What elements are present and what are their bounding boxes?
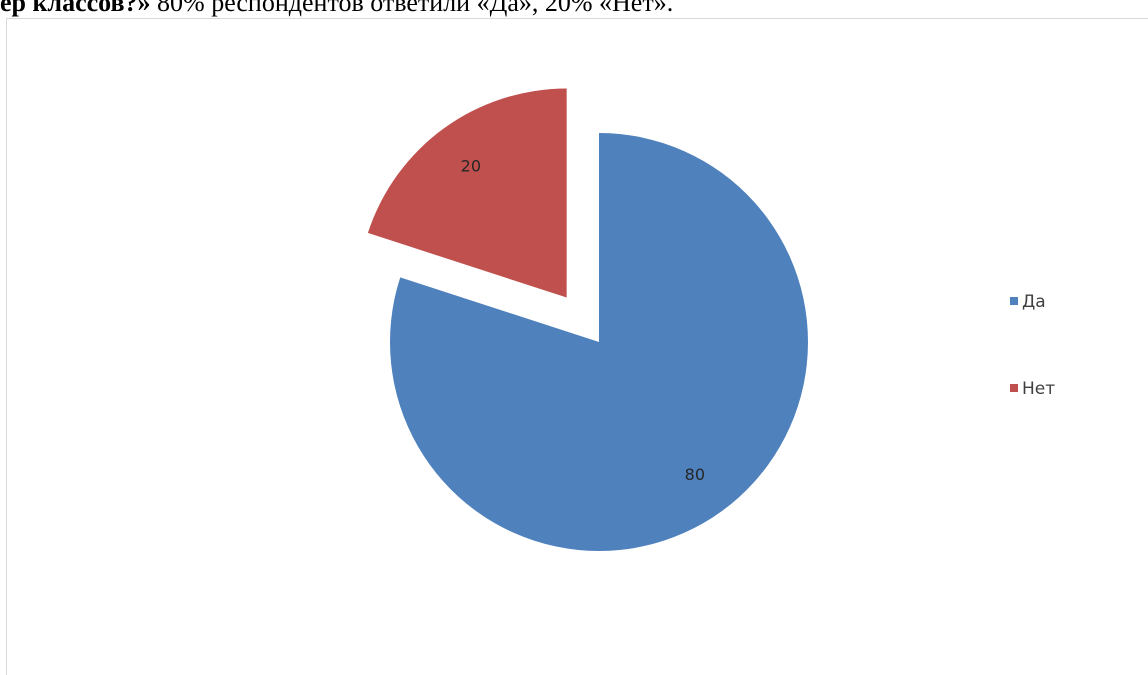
caption-text: ер классов?» 80% респондентов ответили «… (0, 0, 1148, 18)
pie-slice-0 (389, 133, 808, 551)
legend-swatch-1 (1010, 384, 1018, 392)
legend-swatch-0 (1010, 297, 1018, 305)
data-label-1: 20 (461, 157, 481, 176)
caption-rest: 80% респондентов ответили «Да», 20% «Нет… (150, 0, 674, 17)
legend-label-1: Нет (1022, 379, 1055, 399)
pie-slice-1 (367, 88, 567, 298)
data-label-0: 80 (685, 465, 705, 484)
legend-label-0: Да (1022, 292, 1046, 312)
caption-bold: ер классов?» (0, 0, 151, 17)
